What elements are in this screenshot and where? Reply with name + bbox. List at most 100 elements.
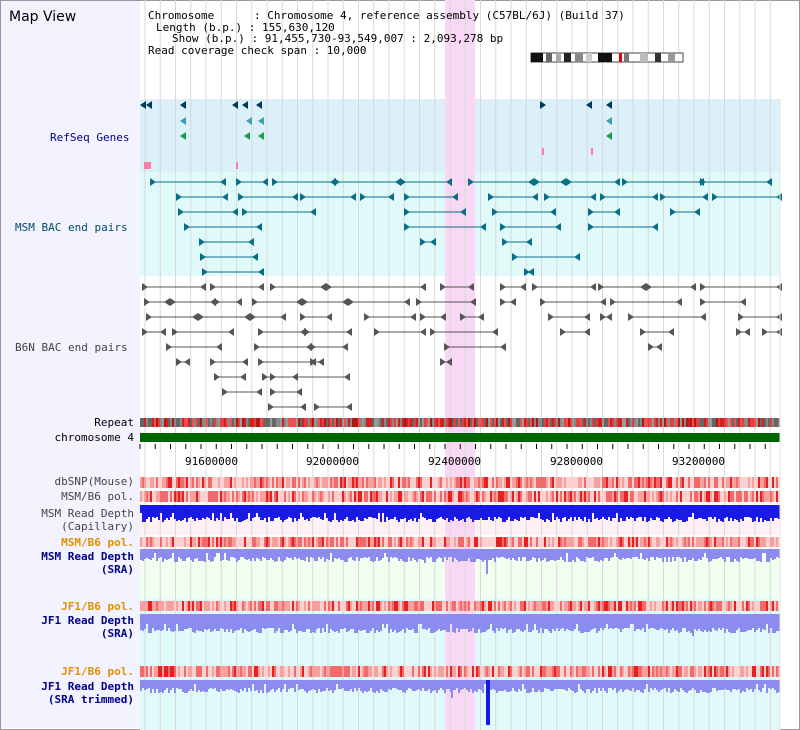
msm-capillary-depth-bar — [698, 505, 700, 518]
msm-capillary-depth-bar — [676, 505, 678, 519]
jf1-sra-depth-bar — [158, 614, 160, 630]
jf1-trimmed-depth-bar — [688, 680, 690, 691]
dbsnp-cell — [770, 477, 772, 488]
msm-b6-pol-cell — [764, 537, 766, 547]
jf1-trimmed-depth-bar — [314, 680, 316, 690]
dbsnp-cell — [778, 477, 780, 488]
repeat-segment — [252, 418, 254, 427]
jf1-b6-pol-cell — [388, 666, 390, 677]
track-label-refseq[interactable]: RefSeq Genes — [50, 131, 130, 144]
msm-b6-pol-cell — [398, 491, 400, 502]
jf1-b6-pol-cell — [628, 601, 630, 611]
msm-b6-pol-cell — [750, 537, 752, 547]
jf1-b6-pol-cell — [166, 666, 168, 677]
track-label-msm-b6-pol-1[interactable]: MSM/B6 pol. — [61, 490, 134, 503]
dbsnp-cell — [750, 477, 752, 488]
bac-end-marker — [268, 403, 274, 411]
msm-b6-pol-cell — [290, 537, 292, 547]
msm-capillary-depth-bar — [762, 505, 764, 522]
msm-capillary-depth-bar — [392, 505, 394, 519]
jf1-b6-pol-cell — [548, 666, 550, 677]
msm-b6-pol-cell — [648, 537, 650, 547]
msm-b6-pol-cell — [754, 537, 756, 547]
jf1-trimmed-depth-bar — [298, 680, 300, 690]
msm-b6-pol-cell — [176, 537, 178, 547]
track-label-msm-b6-pol-2[interactable]: MSM/B6 pol. — [61, 536, 134, 549]
track-label-jf1-b6-pol-1[interactable]: JF1/B6 pol. — [61, 600, 134, 613]
jf1-b6-pol-cell — [286, 666, 288, 677]
msm-sra-depth-bar — [344, 549, 346, 562]
msm-b6-pol-cell — [318, 491, 320, 502]
repeat-segment — [534, 418, 536, 427]
jf1-sra-depth-bar — [616, 614, 618, 628]
dbsnp-cell — [180, 477, 182, 488]
msm-b6-pol-cell — [672, 537, 674, 547]
msm-sra-depth-bar — [468, 549, 470, 558]
msm-sra-depth-bar — [384, 549, 386, 553]
jf1-b6-pol-cell — [156, 601, 158, 611]
bac-end-marker — [170, 298, 176, 306]
msm-b6-pol-cell — [436, 491, 438, 502]
jf1-b6-pol-cell — [556, 666, 558, 677]
jf1-b6-pol-cell — [496, 601, 498, 611]
msm-capillary-depth-bar — [470, 505, 472, 519]
dbsnp-cell — [566, 477, 568, 488]
jf1-b6-pol-cell — [648, 666, 650, 677]
jf1-sra-depth-bar — [294, 614, 296, 629]
track-label-repeat[interactable]: Repeat — [94, 416, 134, 429]
ruler-tick-label: 92000000 — [306, 455, 359, 468]
jf1-b6-pol-cell — [468, 666, 470, 677]
jf1-b6-pol-cell — [554, 666, 556, 677]
dbsnp-cell — [414, 477, 416, 488]
msm-b6-pol-cell — [382, 491, 384, 502]
msm-capillary-depth-bar — [206, 505, 208, 517]
jf1-sra-depth-bar — [348, 614, 350, 631]
repeat-segment — [432, 418, 434, 427]
repeat-segment — [170, 418, 172, 427]
bac-end-marker — [500, 298, 506, 306]
jf1-b6-pol-cell — [482, 666, 484, 677]
track-label-b6n-bac[interactable]: B6N BAC end pairs — [15, 341, 128, 354]
track-label-msm-depth-capillary[interactable]: MSM Read Depth (Capillary) — [0, 507, 134, 533]
msm-sra-depth-bar — [562, 549, 564, 560]
msm-b6-pol-cell — [296, 491, 298, 502]
jf1-b6-pol-cell — [256, 601, 258, 611]
repeat-segment — [230, 418, 232, 427]
msm-b6-pol-cell — [482, 537, 484, 547]
track-label-jf1-b6-pol-2[interactable]: JF1/B6 pol. — [61, 665, 134, 678]
jf1-b6-pol-cell — [604, 666, 606, 677]
jf1-b6-pol-cell — [488, 666, 490, 677]
jf1-sra-depth-bar — [542, 614, 544, 633]
jf1-b6-pol-cell — [370, 601, 372, 611]
repeat-segment — [354, 418, 356, 427]
jf1-trimmed-depth-bar — [362, 680, 364, 693]
track-label-msm-bac[interactable]: MSM BAC end pairs — [15, 221, 128, 234]
track-label-dbsnp[interactable]: dbSNP(Mouse) — [54, 475, 134, 488]
jf1-trimmed-depth-bar — [502, 680, 504, 691]
msm-b6-pol-cell — [352, 491, 354, 502]
repeat-segment — [314, 418, 316, 427]
jf1-sra-depth-bar — [758, 614, 760, 628]
track-label-jf1-depth-sra[interactable]: JF1 Read Depth (SRA) — [0, 614, 134, 640]
dbsnp-cell — [644, 477, 646, 488]
dbsnp-cell — [418, 477, 420, 488]
msm-sra-depth-bar — [482, 549, 484, 562]
jf1-b6-pol-cell — [530, 666, 532, 677]
bac-end-marker — [600, 313, 606, 321]
track-label-chromosome[interactable]: chromosome 4 — [54, 431, 134, 444]
msm-capillary-depth-bar — [554, 505, 556, 520]
msm-b6-pol-cell — [152, 491, 154, 502]
dbsnp-cell — [612, 477, 614, 488]
jf1-b6-pol-cell — [510, 601, 512, 611]
msm-b6-pol-cell — [352, 537, 354, 547]
msm-sra-depth-bar — [284, 549, 286, 560]
msm-b6-pol-cell — [742, 491, 744, 502]
msm-sra-depth-bar — [244, 549, 246, 559]
dbsnp-cell — [494, 477, 496, 488]
track-label-jf1-depth-trimmed[interactable]: JF1 Read Depth (SRA trimmed) — [0, 680, 134, 706]
msm-b6-pol-cell — [744, 491, 746, 502]
msm-b6-pol-cell — [658, 491, 660, 502]
track-label-msm-depth-sra[interactable]: MSM Read Depth (SRA) — [0, 550, 134, 576]
msm-sra-depth-bar — [612, 549, 614, 557]
